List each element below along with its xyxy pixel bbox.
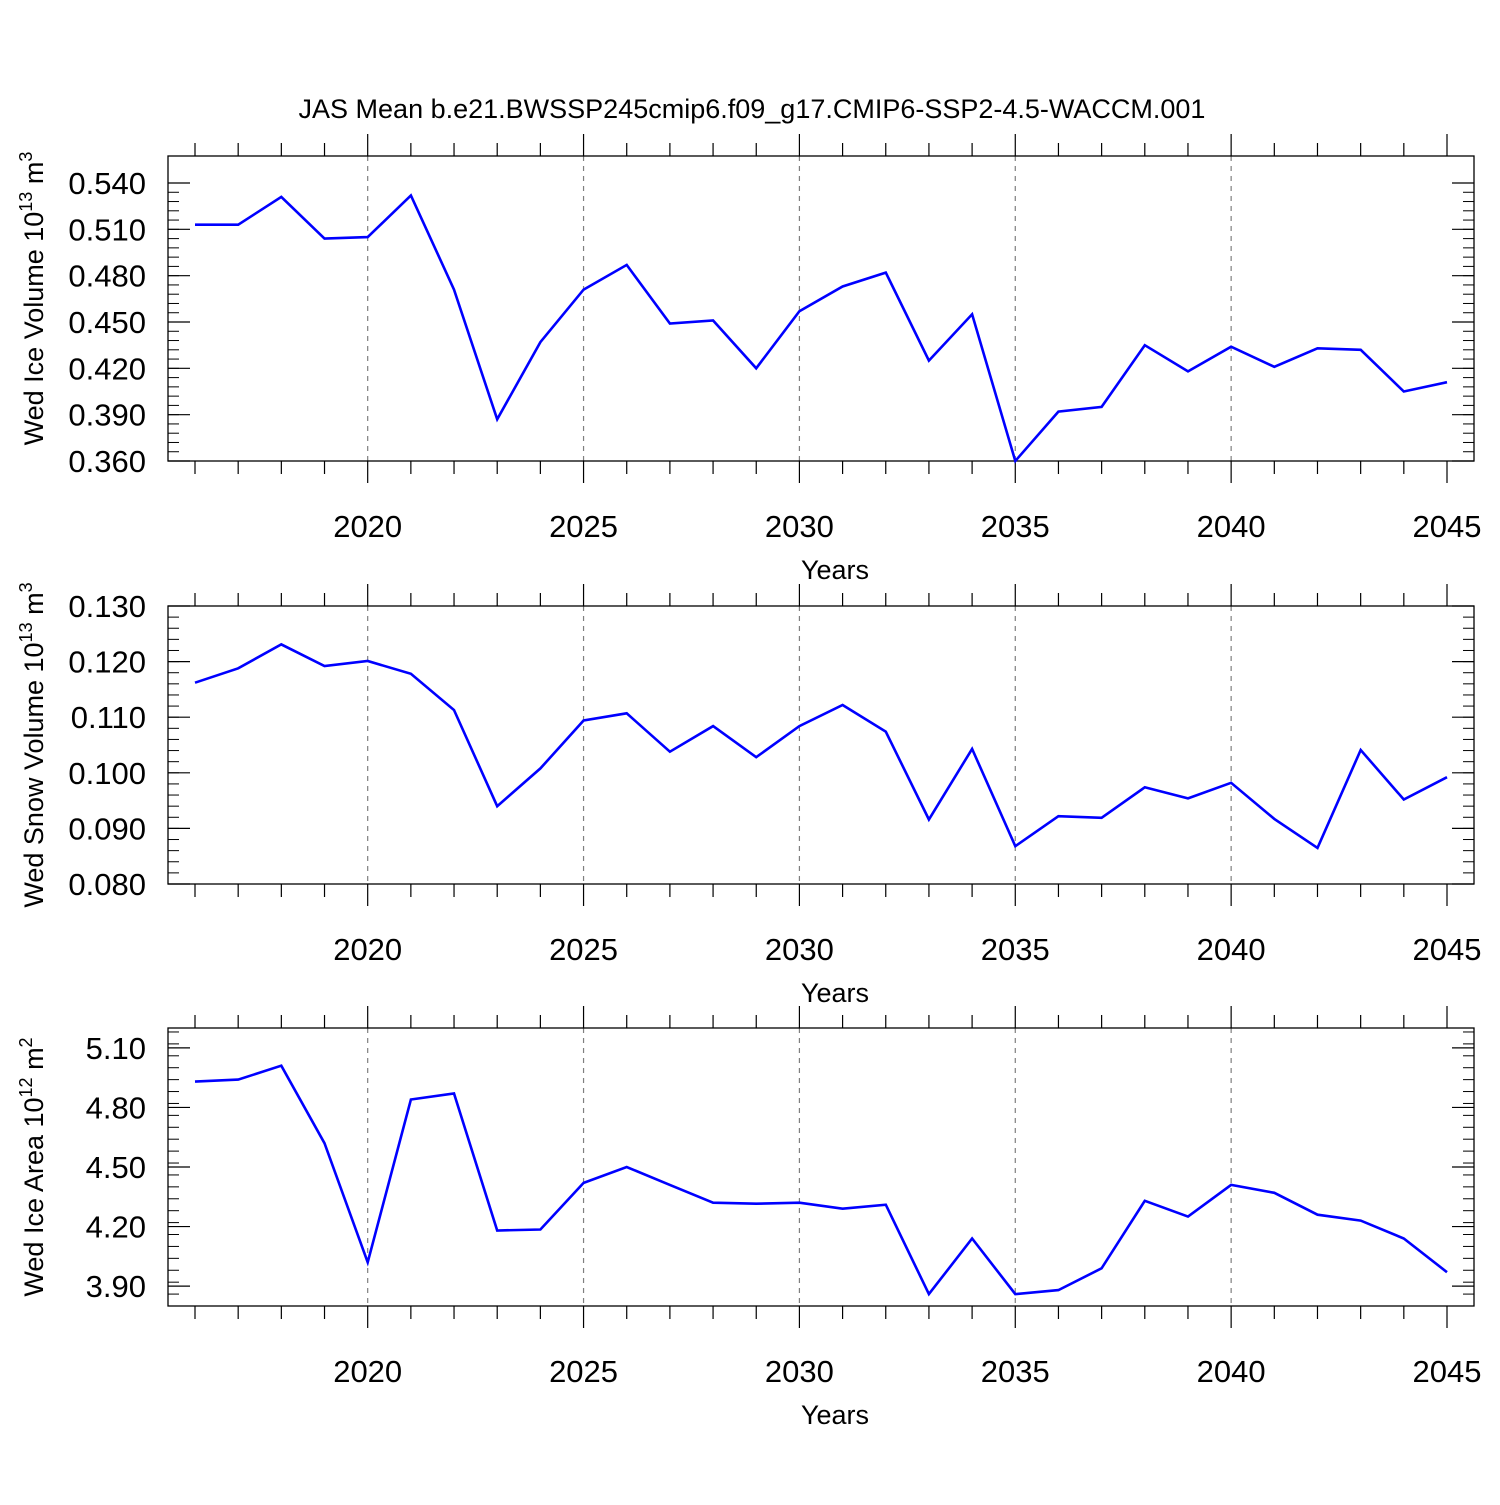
x-tick-label: 2025 <box>549 932 618 967</box>
y-tick-label: 3.90 <box>86 1269 146 1304</box>
y-axis-label: Wed Ice Area 1012 m2 <box>16 1037 49 1296</box>
series-line <box>195 644 1447 848</box>
x-tick-label: 2020 <box>333 932 402 967</box>
y-axis-label-superscript: 3 <box>16 582 36 592</box>
y-tick-label: 0.110 <box>71 700 146 735</box>
y-axis-label-superscript: 13 <box>16 622 36 642</box>
x-tick-label: 2020 <box>333 509 402 544</box>
x-tick-label: 2020 <box>333 1354 402 1389</box>
x-tick-label: 2035 <box>981 932 1050 967</box>
y-tick-label: 5.10 <box>86 1031 146 1066</box>
y-axis-label-superscript: 2 <box>16 1037 36 1047</box>
x-tick-label: 2045 <box>1413 1354 1482 1389</box>
chart-panel-2: 0.080 0.090 0.100 0.110 0.120 0.130 2020 2025 20… <box>16 582 1481 1008</box>
y-axis-label-superscript: 3 <box>16 152 36 162</box>
plot-frame <box>168 606 1474 884</box>
y-tick-label: 0.420 <box>68 351 146 386</box>
y-tick-label: 0.120 <box>68 645 146 680</box>
series-line <box>195 1066 1447 1294</box>
x-tick-label: 2045 <box>1413 932 1482 967</box>
y-axis-label-text: m <box>19 592 49 622</box>
y-tick-label: 0.480 <box>68 259 146 294</box>
y-tick-label: 0.390 <box>68 398 146 433</box>
y-axis-label-text: Wed Ice Area 10 <box>19 1097 49 1296</box>
y-tick-label: 4.20 <box>86 1210 146 1245</box>
x-tick-label: 2030 <box>765 509 834 544</box>
x-tick-label: 2025 <box>549 1354 618 1389</box>
plot-frame <box>168 156 1474 461</box>
x-tick-label: 2035 <box>981 1354 1050 1389</box>
y-tick-label: 0.450 <box>68 305 146 340</box>
x-axis-label: Years <box>801 555 869 585</box>
y-axis-label: Wed Snow Volume 1013 m3 <box>16 582 49 907</box>
x-tick-label: 2040 <box>1197 1354 1266 1389</box>
y-tick-label: 0.540 <box>68 166 146 201</box>
figure-title: JAS Mean b.e21.BWSSP245cmip6.f09_g17.CMI… <box>299 94 1206 124</box>
y-tick-label: 4.80 <box>86 1090 146 1125</box>
y-tick-label: 0.130 <box>68 589 146 624</box>
y-tick-label: 0.100 <box>68 756 146 791</box>
x-axis-label: Years <box>801 1400 869 1430</box>
y-axis-label-text: m <box>19 1047 49 1077</box>
x-tick-label: 2045 <box>1413 509 1482 544</box>
x-axis-label: Years <box>801 978 869 1008</box>
y-tick-label: 0.510 <box>68 212 146 247</box>
x-tick-label: 2030 <box>765 1354 834 1389</box>
y-axis-label: Wed Ice Volume 1013 m3 <box>16 152 49 446</box>
y-axis-label-superscript: 13 <box>16 192 36 212</box>
x-tick-label: 2040 <box>1197 932 1266 967</box>
chart-panel-1: 0.360 0.390 0.420 0.450 0.480 0.510 0.540 2020 2… <box>16 134 1481 585</box>
y-axis-label-superscript: 12 <box>16 1077 36 1097</box>
y-axis-label-text: Wed Snow Volume 10 <box>19 642 49 907</box>
series-line <box>195 195 1447 461</box>
x-tick-label: 2040 <box>1197 509 1266 544</box>
plot-frame <box>168 1028 1474 1306</box>
y-axis-label-text: m <box>19 162 49 192</box>
y-tick-label: 0.080 <box>68 867 146 902</box>
y-tick-label: 0.360 <box>68 444 146 479</box>
x-tick-label: 2035 <box>981 509 1050 544</box>
y-tick-label: 0.090 <box>68 811 146 846</box>
chart-panel-3: 3.90 4.20 4.50 4.80 5.10 2020 2025 2030 2035 2040… <box>16 1006 1481 1430</box>
y-axis-label-text: Wed Ice Volume 10 <box>19 212 49 446</box>
y-tick-label: 4.50 <box>86 1150 146 1185</box>
x-tick-label: 2030 <box>765 932 834 967</box>
x-tick-label: 2025 <box>549 509 618 544</box>
